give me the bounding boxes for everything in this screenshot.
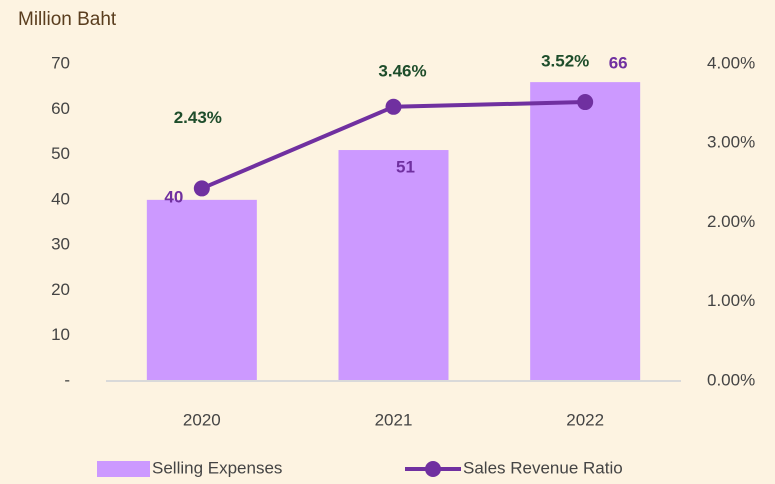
bar-value-label: 66 xyxy=(609,54,628,73)
bar-value-label: 51 xyxy=(396,158,415,177)
y-tick-label: 10 xyxy=(51,325,70,344)
y2-tick-label: 1.00% xyxy=(707,291,755,310)
y-tick-label: 70 xyxy=(51,53,70,72)
y-tick-label: 20 xyxy=(51,280,70,299)
line-value-label: 3.46% xyxy=(378,61,426,80)
x-tick-label: 2020 xyxy=(183,410,221,429)
y-tick-label: 60 xyxy=(51,99,70,118)
legend-swatch xyxy=(97,461,150,477)
y2-tick-label: 2.00% xyxy=(707,212,755,231)
bar xyxy=(146,199,257,381)
y-tick-label: 50 xyxy=(51,144,70,163)
bar xyxy=(338,150,449,381)
line-marker xyxy=(385,98,402,115)
y-tick-label: - xyxy=(64,370,70,389)
line-marker xyxy=(193,180,210,197)
y2-tick-label: 4.00% xyxy=(707,53,755,72)
line-value-label: 3.52% xyxy=(541,52,589,71)
x-tick-label: 2021 xyxy=(375,410,413,429)
line-marker xyxy=(577,94,594,111)
y-tick-label: 30 xyxy=(51,235,70,254)
y2-tick-label: 3.00% xyxy=(707,133,755,152)
y2-tick-label: 0.00% xyxy=(707,370,755,389)
bar xyxy=(530,82,641,381)
bar-value-label: 40 xyxy=(164,187,183,206)
legend-marker xyxy=(425,461,441,477)
y-tick-label: 40 xyxy=(51,189,70,208)
legend-label: Sales Revenue Ratio xyxy=(463,458,623,477)
line-value-label: 2.43% xyxy=(174,108,222,127)
x-tick-label: 2022 xyxy=(566,410,604,429)
chart-title: Million Baht xyxy=(18,9,117,30)
legend-label: Selling Expenses xyxy=(152,458,282,477)
